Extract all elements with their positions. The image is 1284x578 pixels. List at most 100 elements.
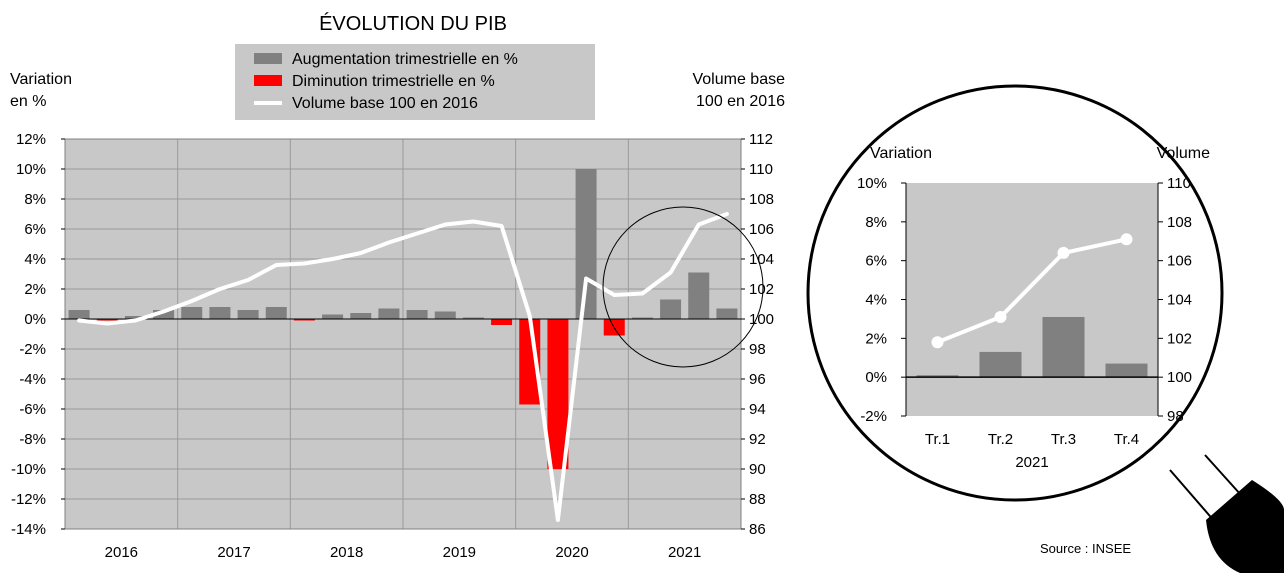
- y-tick-left: 12%: [16, 131, 46, 148]
- zoom-volume-point: [994, 310, 1007, 323]
- zoom-left-axis-title: Variation: [870, 145, 932, 162]
- magnifier-focus-circle: [602, 206, 764, 368]
- zoom-y-tick-left: 4%: [865, 292, 887, 309]
- bar-increase: [68, 310, 90, 319]
- y-tick-left: -10%: [11, 461, 46, 478]
- legend-label-volume: Volume base 100 en 2016: [292, 95, 478, 112]
- plot-frame: [64, 138, 742, 530]
- zoom-volume-line: [936, 237, 1127, 345]
- bar-increase: [209, 307, 231, 319]
- bar-decrease: [491, 319, 513, 325]
- y-tick-left: -12%: [11, 491, 46, 508]
- y-tick-left: 8%: [24, 191, 46, 208]
- bar-increase: [660, 299, 682, 319]
- y-tick-right: 108: [749, 191, 774, 208]
- y-tick-left: -14%: [11, 521, 46, 538]
- source-note: Source : INSEE: [1040, 541, 1131, 556]
- x-year-label: 2016: [105, 544, 138, 561]
- zoom-y-tick-right: 100: [1167, 369, 1192, 386]
- bar-decrease: [547, 319, 569, 469]
- bar-increase: [378, 308, 400, 319]
- zoom-y-tick-left: 8%: [865, 214, 887, 231]
- y-tick-right: 86: [749, 521, 766, 538]
- bar-increase: [181, 307, 203, 319]
- y-tick-left: 0%: [24, 311, 46, 328]
- zoom-volume-point: [1120, 233, 1133, 246]
- zoom-bar: [1042, 316, 1085, 378]
- bar-increase: [716, 308, 738, 319]
- bar-increase: [237, 310, 259, 319]
- zoom-right-axis-title: Volume: [1157, 145, 1210, 162]
- main-plot: 12% 10% 8% 6% 4% 2% 0% -2% -4% -6% -8% -10% -12% -14%…: [11, 131, 774, 561]
- bar-increase: [631, 317, 653, 319]
- bar-increase: [688, 272, 710, 319]
- y-tick-left: 6%: [24, 221, 46, 238]
- zoom-y-tick-right: 104: [1167, 292, 1192, 309]
- y-tick-right: 106: [749, 221, 774, 238]
- y-tick-right: 100: [749, 311, 774, 328]
- y-tick-right: 98: [749, 341, 766, 358]
- bar-increase: [575, 169, 597, 319]
- zoom-bar: [916, 375, 959, 378]
- x-year-label: 2019: [443, 544, 476, 561]
- y-tick-right: 112: [749, 131, 773, 148]
- y-tick-left: 2%: [24, 281, 46, 298]
- legend-label-decrease: Diminution trimestrielle en %: [292, 73, 495, 90]
- bar-increase: [153, 310, 175, 319]
- zoom-plot: 10% 8% 6% 4% 2% 0% -2% 110 108 106 104 102 100 98 Tr.1…: [857, 175, 1192, 448]
- zoom-bar: [979, 351, 1022, 378]
- legend-swatch-decrease: [254, 75, 282, 86]
- legend-box: [235, 44, 595, 120]
- y-tick-left: -8%: [19, 431, 46, 448]
- x-year-label: 2020: [555, 544, 588, 561]
- y-tick-left: 4%: [24, 251, 46, 268]
- x-year-label: 2018: [330, 544, 363, 561]
- zoom-x-label: Tr.2: [988, 431, 1013, 448]
- bar-increase: [350, 313, 372, 319]
- zoom-x-label: Tr.4: [1114, 431, 1139, 448]
- zoom-y-tick-left: 2%: [865, 330, 887, 347]
- left-axis-title-line2: en %: [10, 93, 46, 110]
- bar-increase: [124, 316, 146, 319]
- y-tick-right: 90: [749, 461, 766, 478]
- magnifier-handle-icon: [1169, 454, 1284, 573]
- zoom-bar: [1105, 363, 1148, 378]
- zoom-y-tick-left: 10%: [857, 175, 887, 192]
- y-tick-left: -6%: [19, 401, 46, 418]
- legend: Augmentation trimestrielle en % Diminuti…: [235, 44, 595, 120]
- zoom-y-tick-left: -2%: [860, 408, 887, 425]
- y-tick-right: 104: [749, 251, 774, 268]
- bar-increase: [434, 311, 456, 319]
- zoom-y-tick-left: 0%: [865, 369, 887, 386]
- zoom-x-label: Tr.3: [1051, 431, 1076, 448]
- y-tick-left: -4%: [19, 371, 46, 388]
- zoom-plot-background: [906, 183, 1158, 416]
- y-tick-right: 102: [749, 281, 774, 298]
- bar-increase: [265, 307, 287, 319]
- zoom-y-tick-right: 98: [1167, 408, 1184, 425]
- y-tick-right: 88: [749, 491, 766, 508]
- bar-increase: [406, 310, 428, 319]
- x-year-label: 2021: [668, 544, 701, 561]
- zoom-y-tick-right: 102: [1167, 330, 1192, 347]
- zoom-y-tick-right: 106: [1167, 253, 1192, 270]
- y-tick-right: 96: [749, 371, 766, 388]
- right-axis-title-line2: 100 en 2016: [696, 93, 785, 110]
- bar-decrease: [293, 319, 315, 321]
- zoom-year-label: 2021: [1015, 454, 1048, 471]
- x-year-label: 2017: [217, 544, 250, 561]
- legend-swatch-increase: [254, 53, 282, 64]
- y-tick-left: 10%: [16, 161, 46, 178]
- bar-decrease: [96, 319, 118, 321]
- y-tick-right: 94: [749, 401, 766, 418]
- volume-line: [77, 212, 729, 522]
- bar-increase: [322, 314, 344, 319]
- zoom-x-label: Tr.1: [925, 431, 950, 448]
- y-tick-left: -2%: [19, 341, 46, 358]
- y-tick-right: 92: [749, 431, 766, 448]
- zoom-volume-point: [1057, 246, 1070, 259]
- zoom-volume-point: [931, 336, 944, 349]
- zoom-y-tick-left: 6%: [865, 253, 887, 270]
- zoom-y-tick-right: 108: [1167, 214, 1192, 231]
